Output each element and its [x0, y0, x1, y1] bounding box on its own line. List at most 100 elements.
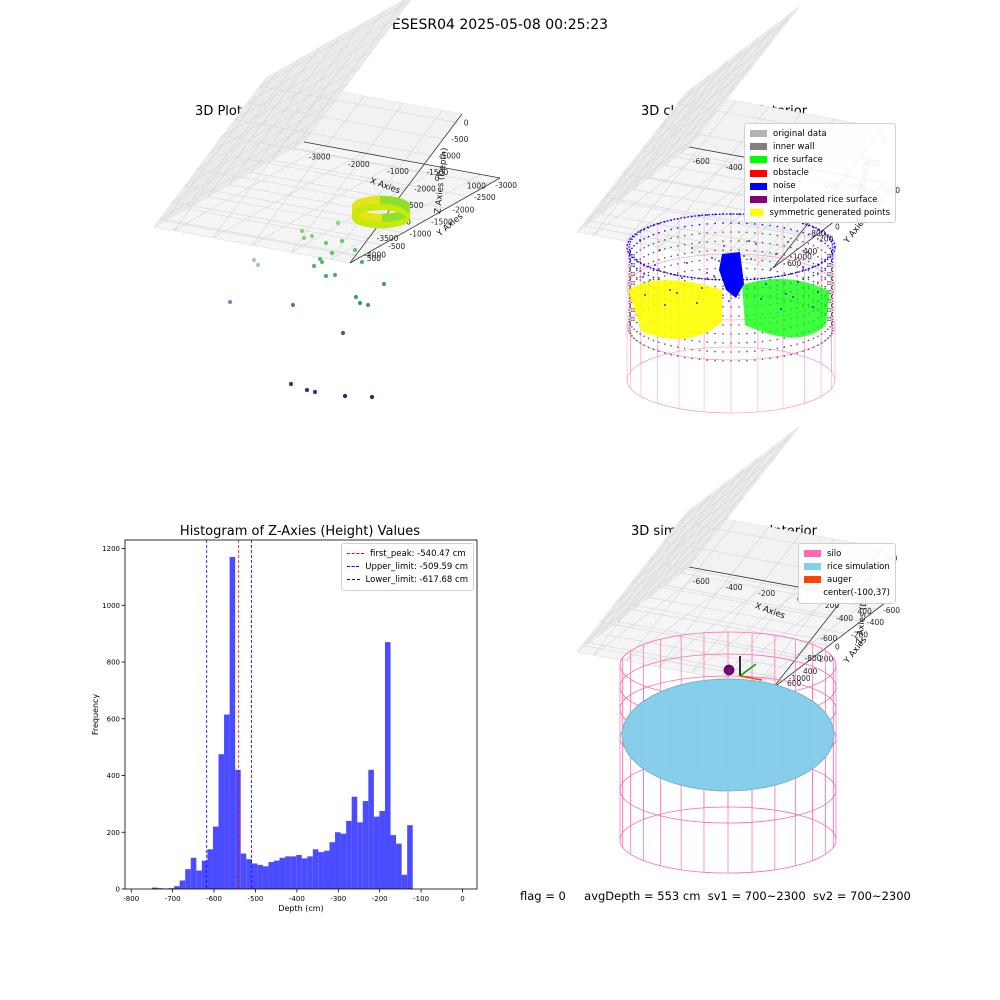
raw-grid-z [159, 133, 357, 256]
histogram-bar [257, 864, 263, 889]
cls-wall-point [746, 359, 748, 362]
raw-x-tick-label: -2000 [348, 160, 370, 169]
cls-wall-point [829, 274, 831, 277]
histogram-bar [235, 769, 241, 889]
cls-wall-point [629, 322, 632, 324]
cls-wall-point [783, 263, 786, 265]
cls-noise-point [738, 270, 740, 272]
cls-wall-point [698, 277, 701, 280]
histogram-bar [185, 869, 191, 889]
sim-cylinder [619, 631, 837, 874]
cls-wall-point [812, 280, 815, 283]
cls-wall-point [776, 338, 779, 341]
histogram-bar [279, 857, 286, 889]
cls-wall-point [761, 250, 764, 253]
histogram-bar [224, 714, 230, 889]
cls-wall-point [829, 265, 831, 268]
cls-wall-point [628, 297, 631, 300]
cls-wall-point [827, 263, 829, 265]
cls-wall-point [706, 250, 708, 252]
cls-wall-point [821, 258, 823, 260]
cls-noise-point [792, 296, 794, 298]
cls-wall-point [658, 341, 660, 344]
raw-grid-x [251, 95, 403, 246]
raw-data-point [311, 263, 317, 269]
cls-wall-point [738, 249, 740, 251]
cls-wall-point [722, 288, 724, 290]
raw-z-tick-label: 0 [464, 118, 469, 127]
raw-grid-z [196, 83, 394, 206]
cls-wall-point [831, 261, 834, 264]
cls-wall-point [796, 248, 798, 250]
cls-wall-point [643, 274, 645, 276]
cls-wall-point [776, 270, 779, 273]
cls-wall-point [821, 333, 823, 335]
cls-wall-point [831, 248, 834, 251]
histogram-frame [124, 539, 478, 890]
cls-wall-point [691, 357, 693, 360]
cls-wall-point [830, 260, 833, 263]
cls-wall-point [830, 296, 833, 299]
cls-wall-point [628, 318, 630, 320]
cls-wall-point [658, 222, 660, 225]
cls-z-tick-label: -1000 [790, 252, 812, 261]
classify-legend-label: symmetric generated points [769, 207, 890, 218]
cls-wall-point [628, 255, 630, 257]
sim-grid-x [658, 526, 771, 668]
cls-wall-point [706, 359, 708, 361]
cls-wall-point [633, 272, 635, 274]
cls-wall-point [636, 276, 638, 279]
raw-data-point [342, 393, 348, 399]
raw-grid-z [246, 17, 444, 140]
cls-wall-point [683, 234, 686, 237]
cls-wall-point [730, 249, 732, 251]
cls-wall-point [670, 255, 672, 258]
raw-data-point [323, 273, 329, 279]
histogram-bar [168, 888, 175, 889]
cls-wall-point [817, 272, 819, 275]
raw-data-point [227, 299, 233, 305]
cls-wall-point [832, 318, 834, 320]
histogram-x-axis-label: Depth (cm) [278, 904, 323, 913]
cls-wall-point [817, 238, 819, 240]
cls-wall-point [776, 261, 779, 264]
cls-wall-point [769, 276, 771, 279]
cls-wall-point [629, 323, 632, 326]
histogram-bar [274, 860, 280, 889]
histogram-bar [368, 769, 374, 889]
raw-grid-z [221, 50, 419, 173]
histogram-title: Histogram of Z-Axies (Height) Values [179, 524, 421, 539]
cls-wall-point [691, 278, 693, 281]
cls-wall-point [714, 341, 716, 344]
cls-wall-point [714, 350, 716, 353]
cls-wall-point [629, 260, 632, 263]
cls-wall-point [830, 251, 833, 253]
raw-data-point [255, 262, 261, 268]
cls-wall-point [639, 333, 641, 335]
cls-wall-point [802, 267, 804, 270]
histogram-y-tick-label: 0 [116, 886, 120, 894]
cls-wall-point [714, 332, 716, 335]
cls-noise-point [639, 239, 641, 241]
cls-noise-cluster [719, 252, 744, 298]
cls-wall-point [802, 278, 804, 281]
cls-wall-point [647, 265, 650, 268]
cls-wall-point [629, 332, 632, 335]
cls-wall-point [683, 338, 686, 341]
cls-wall-point [631, 265, 633, 268]
cls-wall-point [831, 311, 834, 314]
cls-wall-point [730, 297, 732, 299]
cls-rice-surface-region [742, 278, 830, 338]
cls-wall-point [631, 307, 633, 310]
cls-wall-point [830, 287, 833, 290]
histogram-bar [318, 852, 324, 889]
cls-wall-point [817, 281, 819, 284]
cls-wall-point [827, 256, 829, 259]
cls-wall-point [636, 339, 638, 342]
histogram-x-tick-label: -300 [330, 895, 346, 903]
figure-title: ESESR04 2025-05-08 00:25:23 [391, 17, 609, 33]
cls-wall-point [827, 245, 829, 247]
histogram-x-tick-label: -800 [123, 895, 139, 903]
cls-y-tick-label: 200 [819, 235, 834, 244]
cls-wall-point [829, 262, 831, 265]
